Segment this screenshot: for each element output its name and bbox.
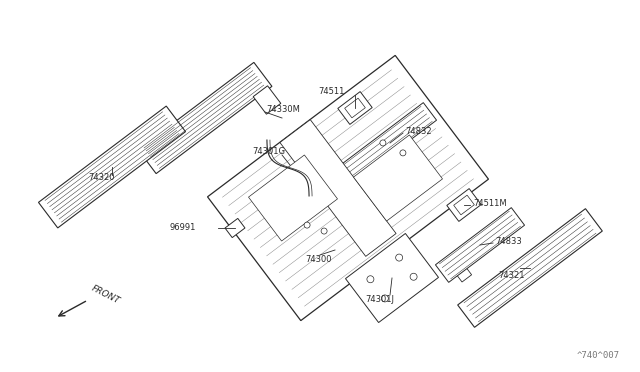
Circle shape: [410, 273, 417, 280]
Circle shape: [400, 150, 406, 156]
Polygon shape: [225, 218, 245, 238]
Circle shape: [367, 276, 374, 283]
Text: 74511M: 74511M: [473, 199, 507, 208]
Text: 74301G: 74301G: [252, 148, 285, 157]
Polygon shape: [345, 98, 365, 118]
Circle shape: [304, 222, 310, 228]
Circle shape: [380, 140, 386, 146]
Polygon shape: [458, 209, 602, 327]
Circle shape: [381, 295, 388, 302]
Text: 74301J: 74301J: [365, 295, 394, 305]
Circle shape: [396, 254, 403, 261]
Text: ^740^007: ^740^007: [577, 351, 620, 360]
Text: 74320: 74320: [88, 173, 115, 183]
Polygon shape: [454, 195, 474, 215]
Polygon shape: [248, 155, 337, 241]
Polygon shape: [435, 208, 525, 282]
Text: 74832: 74832: [405, 126, 431, 135]
Text: 96991: 96991: [170, 222, 196, 231]
Polygon shape: [280, 120, 396, 256]
Polygon shape: [447, 189, 481, 221]
Polygon shape: [353, 135, 442, 221]
Polygon shape: [207, 55, 488, 321]
Text: 74321: 74321: [498, 270, 525, 279]
Text: 74833: 74833: [495, 237, 522, 247]
Polygon shape: [338, 92, 372, 124]
Polygon shape: [38, 106, 186, 228]
Polygon shape: [339, 103, 436, 183]
Polygon shape: [346, 234, 438, 323]
Polygon shape: [138, 62, 272, 174]
Text: 74511: 74511: [318, 87, 344, 96]
Circle shape: [321, 228, 327, 234]
Text: 74300: 74300: [305, 256, 332, 264]
Polygon shape: [253, 86, 281, 114]
Text: 74330M: 74330M: [266, 106, 300, 115]
Polygon shape: [452, 262, 472, 282]
Text: FRONT: FRONT: [90, 284, 122, 306]
